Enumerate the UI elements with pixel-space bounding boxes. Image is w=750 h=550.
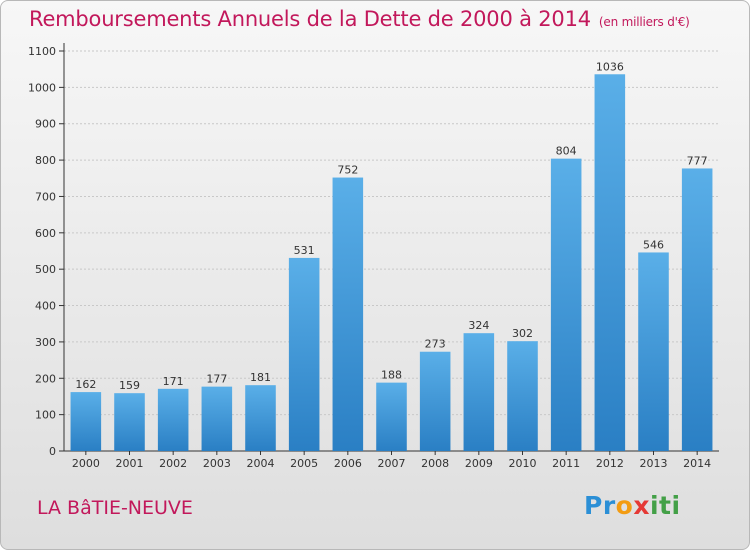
data-label-2008: 273 (425, 338, 446, 351)
y-tick-label: 0 (49, 445, 56, 458)
chart-title: Remboursements Annuels de la Dette de 20… (29, 7, 690, 31)
town-name: LA BâTIE-NEUVE (37, 497, 193, 519)
data-label-2000: 162 (75, 378, 96, 391)
bar-2011 (550, 158, 582, 452)
unit-note: (en milliers d'€) (598, 15, 690, 29)
y-tick-label: 800 (35, 154, 56, 167)
y-tick-label: 700 (35, 190, 56, 203)
bar-2004 (245, 385, 276, 451)
bars (70, 74, 713, 452)
x-tick-label: 2008 (421, 457, 449, 470)
bar-2013 (638, 252, 669, 451)
data-label-2007: 188 (381, 369, 402, 382)
bar-2001 (114, 393, 145, 451)
y-tick-label: 1100 (28, 45, 56, 58)
y-tick-label: 400 (35, 300, 56, 313)
chart-title-text: Remboursements Annuels de la Dette de 20… (29, 7, 591, 31)
x-tick-label: 2004 (247, 457, 275, 470)
data-label-2003: 177 (206, 373, 227, 386)
data-label-2001: 159 (119, 379, 140, 392)
x-tick-label: 2003 (203, 457, 231, 470)
data-label-2004: 181 (250, 371, 271, 384)
data-label-2010: 302 (512, 327, 533, 340)
bar-2009 (463, 333, 495, 451)
bar-2010 (507, 341, 538, 451)
bar-2005 (288, 257, 320, 451)
proxiti-logo[interactable]: Proxiti (584, 491, 681, 520)
labels: 0 100 200 300 400 500 600 700 800 900 1000 1100 2000… (28, 45, 711, 470)
x-tick-label: 2005 (290, 457, 318, 470)
y-tick-label: 200 (35, 372, 56, 385)
x-tick-label: 2007 (378, 457, 406, 470)
bar-2002 (157, 388, 189, 451)
x-tick-label: 2002 (159, 457, 187, 470)
data-label-2011: 804 (556, 145, 577, 158)
x-tick-label: 2009 (465, 457, 493, 470)
x-tick-label: 2001 (116, 457, 144, 470)
data-label-2013: 546 (643, 238, 664, 251)
y-tick-label: 300 (35, 336, 56, 349)
x-tick-label: 2000 (72, 457, 100, 470)
data-label-2009: 324 (468, 319, 489, 332)
bar-2012 (594, 74, 626, 451)
y-tick-label: 1000 (28, 81, 56, 94)
y-tick-label: 600 (35, 227, 56, 240)
bar-2006 (332, 177, 364, 451)
bar-2003 (201, 386, 233, 451)
x-tick-label: 2014 (683, 457, 711, 470)
data-label-2005: 531 (294, 244, 315, 257)
y-tick-label: 500 (35, 263, 56, 276)
data-label-2006: 752 (337, 164, 358, 177)
x-tick-label: 2012 (596, 457, 624, 470)
bar-2014 (681, 168, 713, 452)
data-label-2014: 777 (687, 154, 708, 167)
x-tick-label: 2013 (640, 457, 668, 470)
x-tick-label: 2011 (552, 457, 580, 470)
x-tick-label: 2006 (334, 457, 362, 470)
x-tick-label: 2010 (509, 457, 537, 470)
bar-2008 (419, 351, 451, 451)
y-tick-label: 900 (35, 118, 56, 131)
data-label-2002: 171 (163, 375, 184, 388)
bar-2000 (70, 392, 102, 451)
data-label-2012: 1036 (596, 60, 624, 73)
y-tick-label: 100 (35, 409, 56, 422)
bar-2007 (376, 382, 407, 451)
